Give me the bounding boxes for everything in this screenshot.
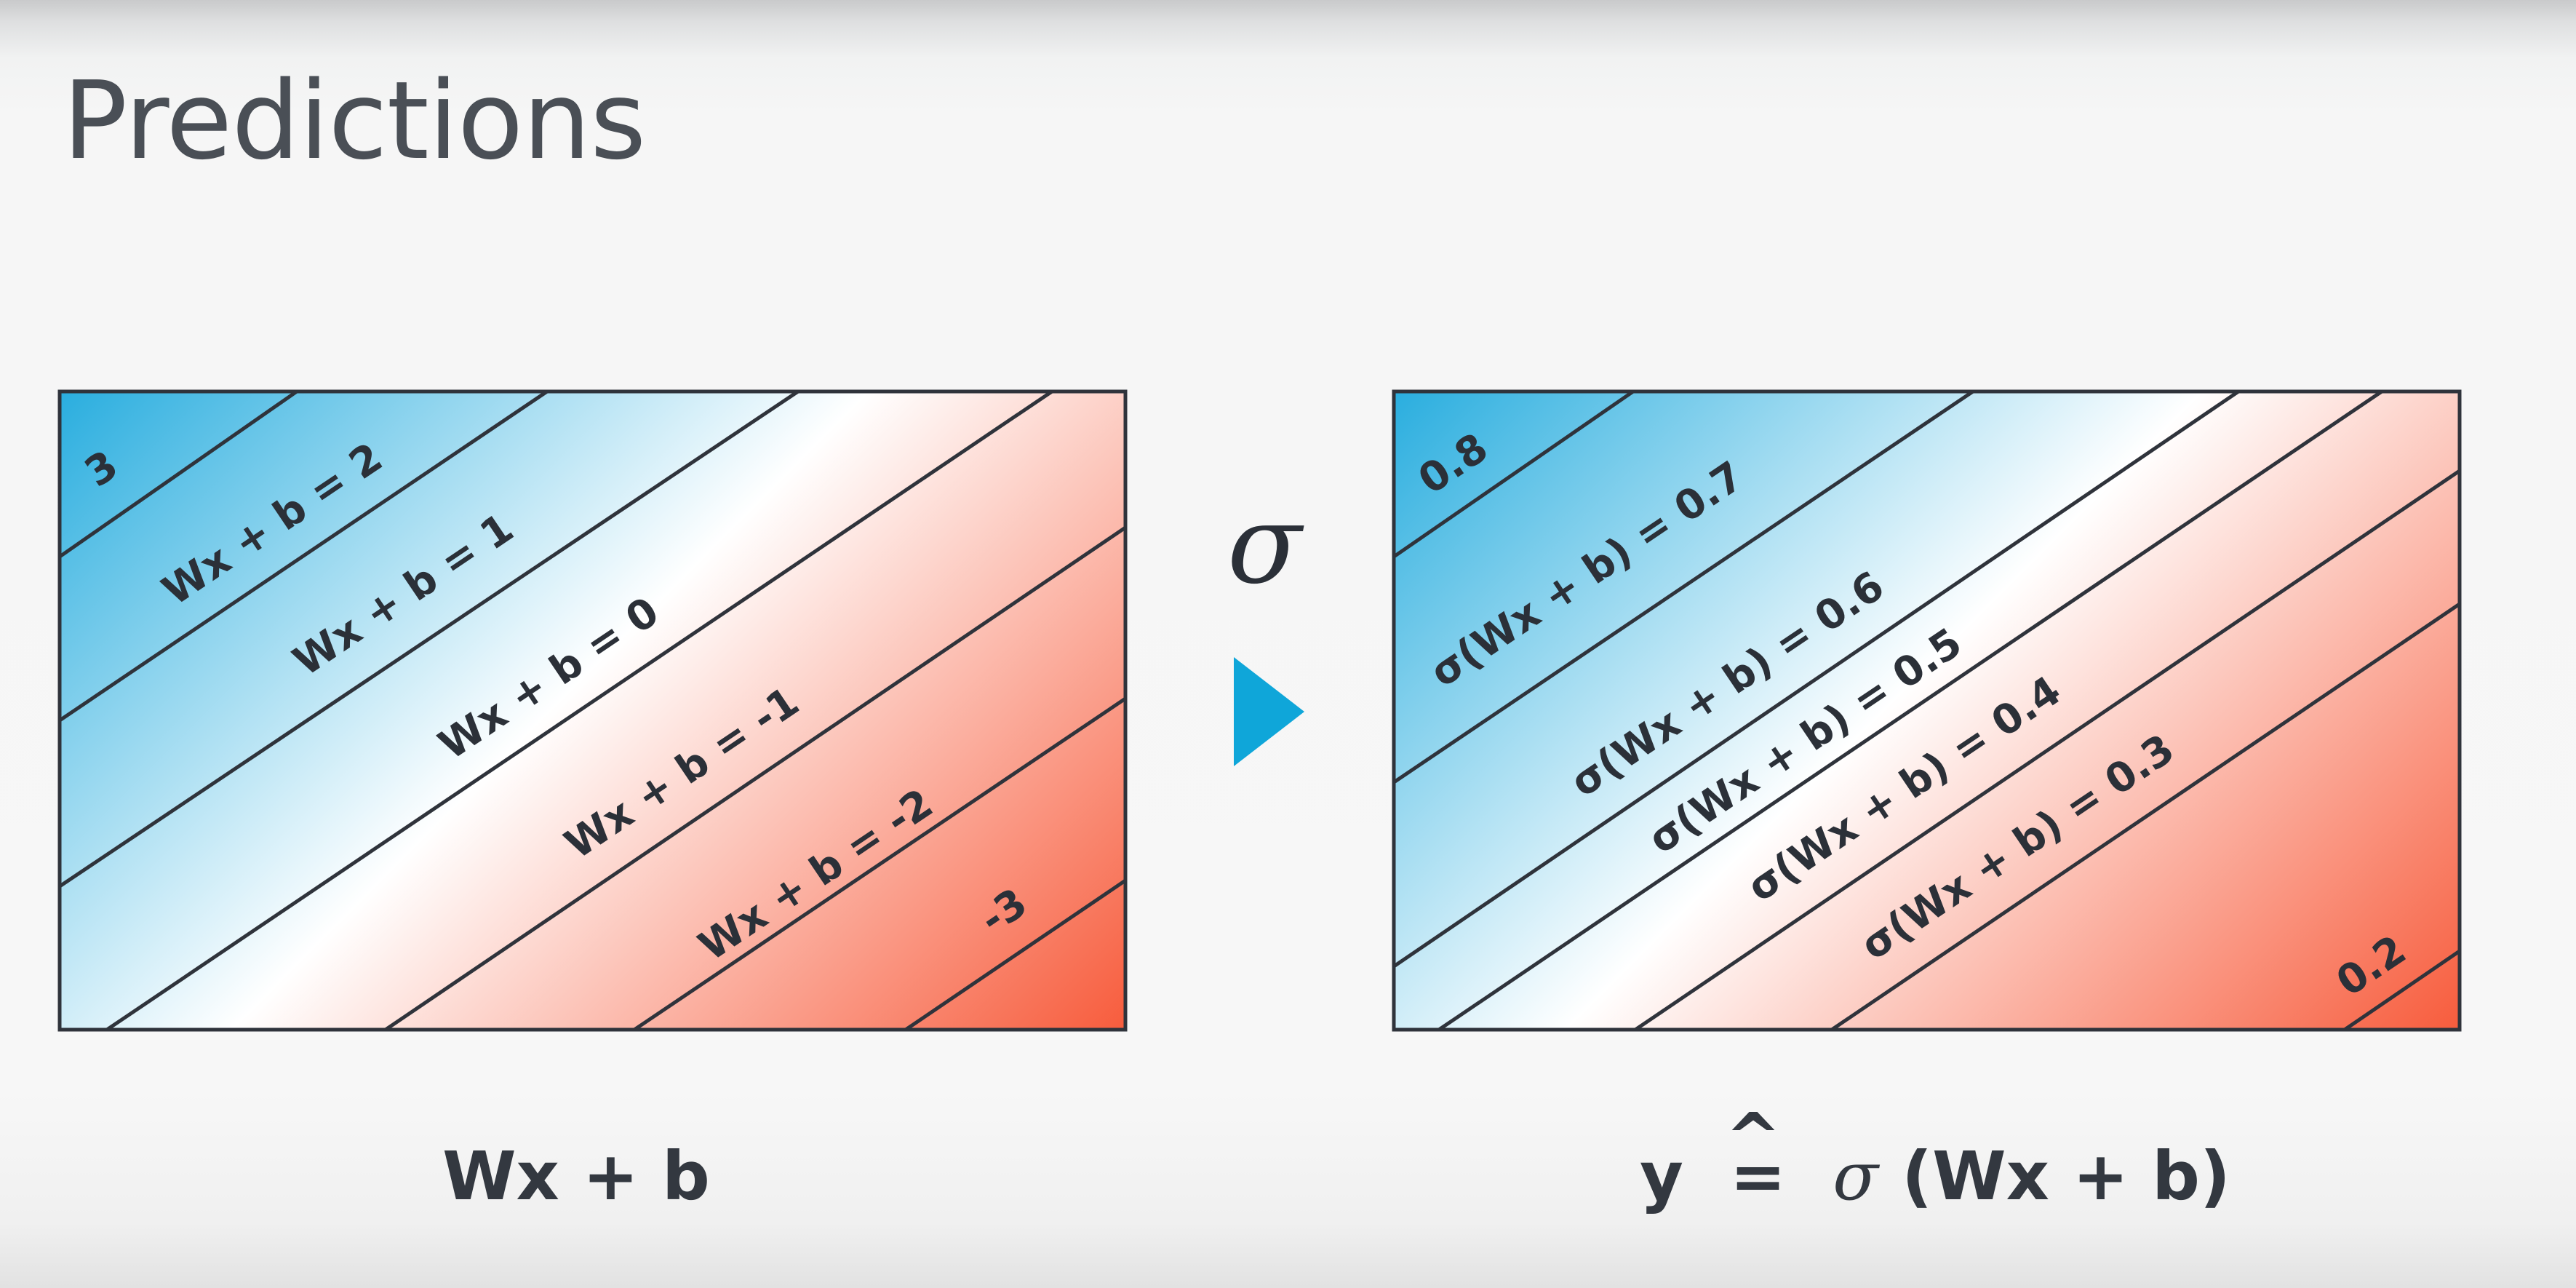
left-panel: 3 Wx + b = 2 Wx + b = 1 Wx + b = 0 Wx + …	[57, 389, 1128, 1032]
right-boundary-line-0.4	[1634, 469, 2460, 1030]
right-boundary-line-0.6	[1394, 391, 2240, 969]
left-boundary-line-1	[60, 391, 799, 889]
page-title: Predictions	[63, 58, 646, 183]
left-boundary-line-0	[105, 391, 1053, 1030]
left-boundary-line-neg2	[633, 696, 1125, 1030]
right-panel-border	[1392, 389, 2462, 1032]
right-caption-sigma: σ	[1833, 1137, 1880, 1215]
right-boundary-line-0.7	[1394, 391, 1974, 784]
right-caption-y: y	[1640, 1137, 1683, 1215]
left-panel-border	[57, 389, 1128, 1032]
left-boundary-line-neg3	[904, 878, 1125, 1030]
play-triangle-icon	[1234, 657, 1304, 766]
right-caption-args: (Wx + b)	[1902, 1137, 2230, 1215]
sigma-symbol: σ	[1227, 482, 1304, 608]
right-boundary-line-0.3	[1830, 602, 2460, 1030]
left-panel-fill	[60, 391, 1125, 1030]
left-boundary-line-neg1	[384, 525, 1125, 1030]
left-boundary-line-2	[60, 391, 549, 723]
right-boundary-line-0.2	[2343, 949, 2460, 1030]
right-caption-eq: =	[1707, 1137, 1809, 1215]
right-panel: 0.8 σ(Wx + b) = 0.7 σ(Wx + b) = 0.6 σ(Wx…	[1392, 389, 2462, 1032]
svg-text:y = σ (Wx: y = σ (Wx + b)	[1640, 1137, 2230, 1215]
right-boundary-line-0.5	[1437, 391, 2383, 1030]
left-caption: Wx + b	[442, 1137, 710, 1215]
left-boundary-line-3	[60, 391, 298, 559]
right-caption: ^ y = σ (Wx + b)	[1640, 1099, 2230, 1215]
right-boundary-line-0.8	[1394, 391, 1635, 559]
right-caption-hat: ^	[1725, 1099, 1781, 1177]
sigma-operator: σ	[1227, 482, 1304, 766]
right-panel-fill	[1394, 391, 2460, 1030]
